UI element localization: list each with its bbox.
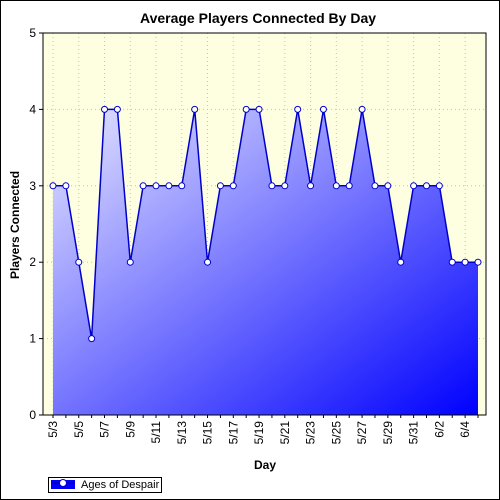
x-tick-label: 5/17 bbox=[226, 421, 240, 445]
data-point bbox=[126, 258, 134, 266]
data-point bbox=[345, 182, 353, 190]
y-tick-label: 5 bbox=[29, 26, 36, 40]
data-point bbox=[474, 258, 482, 266]
x-axis-label: Day bbox=[254, 458, 276, 472]
data-point bbox=[49, 182, 57, 190]
x-axis-ticks: 5/3 5/5 5/7 5/9 5/11 5/13 5/15 5/17 5/19 5/21 5/23… bbox=[46, 415, 479, 445]
x-tick-label: 6/4 bbox=[458, 421, 472, 438]
data-point bbox=[191, 105, 199, 113]
data-point bbox=[268, 182, 276, 190]
x-tick-label: 5/23 bbox=[304, 421, 318, 445]
y-axis-ticks: 0 1 2 3 4 5 bbox=[29, 26, 43, 422]
data-point bbox=[281, 182, 289, 190]
x-tick-label: 5/25 bbox=[329, 421, 343, 445]
data-point bbox=[242, 105, 250, 113]
data-point bbox=[294, 105, 302, 113]
x-tick-label: 5/29 bbox=[381, 421, 395, 445]
data-point bbox=[75, 258, 83, 266]
y-axis-label: Players Connected bbox=[8, 171, 22, 279]
data-point bbox=[165, 182, 173, 190]
data-point bbox=[229, 182, 237, 190]
data-point bbox=[410, 182, 418, 190]
x-tick-label: 6/2 bbox=[432, 421, 446, 438]
data-point bbox=[435, 182, 443, 190]
x-tick-label: 5/21 bbox=[278, 421, 292, 445]
data-point bbox=[216, 182, 224, 190]
x-tick-label: 5/27 bbox=[355, 421, 369, 445]
data-point bbox=[113, 105, 121, 113]
data-point bbox=[332, 182, 340, 190]
x-tick-label: 5/31 bbox=[407, 421, 421, 445]
legend-swatch-icon bbox=[51, 478, 75, 492]
data-point bbox=[397, 258, 405, 266]
x-tick-label: 5/7 bbox=[98, 421, 112, 438]
y-tick-label: 0 bbox=[29, 408, 36, 422]
x-tick-label: 5/3 bbox=[46, 421, 60, 438]
y-tick-label: 4 bbox=[29, 102, 36, 116]
x-tick-label: 5/9 bbox=[123, 421, 137, 438]
data-point bbox=[178, 182, 186, 190]
x-tick-label: 5/19 bbox=[252, 421, 266, 445]
data-point bbox=[101, 105, 109, 113]
x-tick-label: 5/11 bbox=[149, 421, 163, 444]
y-tick-label: 1 bbox=[29, 332, 36, 346]
x-tick-label: 5/15 bbox=[201, 421, 215, 445]
plot-border bbox=[42, 32, 487, 416]
y-tick-label: 3 bbox=[29, 179, 36, 193]
data-point bbox=[139, 182, 147, 190]
data-point bbox=[358, 105, 366, 113]
data-point bbox=[255, 105, 263, 113]
x-tick-label: 5/13 bbox=[175, 421, 189, 445]
data-point bbox=[152, 182, 160, 190]
data-point bbox=[307, 182, 315, 190]
x-tick-label: 5/5 bbox=[72, 421, 86, 438]
data-point bbox=[384, 182, 392, 190]
data-point bbox=[88, 335, 96, 343]
data-point bbox=[319, 105, 327, 113]
data-point bbox=[62, 182, 70, 190]
data-point bbox=[461, 258, 469, 266]
legend: Ages of Despair bbox=[48, 477, 162, 493]
series-line bbox=[53, 108, 478, 339]
chart-title: Average Players Connected By Day bbox=[140, 10, 376, 26]
data-point bbox=[371, 182, 379, 190]
legend-label: Ages of Despair bbox=[81, 479, 160, 491]
data-point bbox=[448, 258, 456, 266]
series-markers bbox=[49, 105, 482, 343]
data-point bbox=[422, 182, 430, 190]
y-tick-label: 2 bbox=[29, 255, 36, 269]
data-point bbox=[204, 258, 212, 266]
